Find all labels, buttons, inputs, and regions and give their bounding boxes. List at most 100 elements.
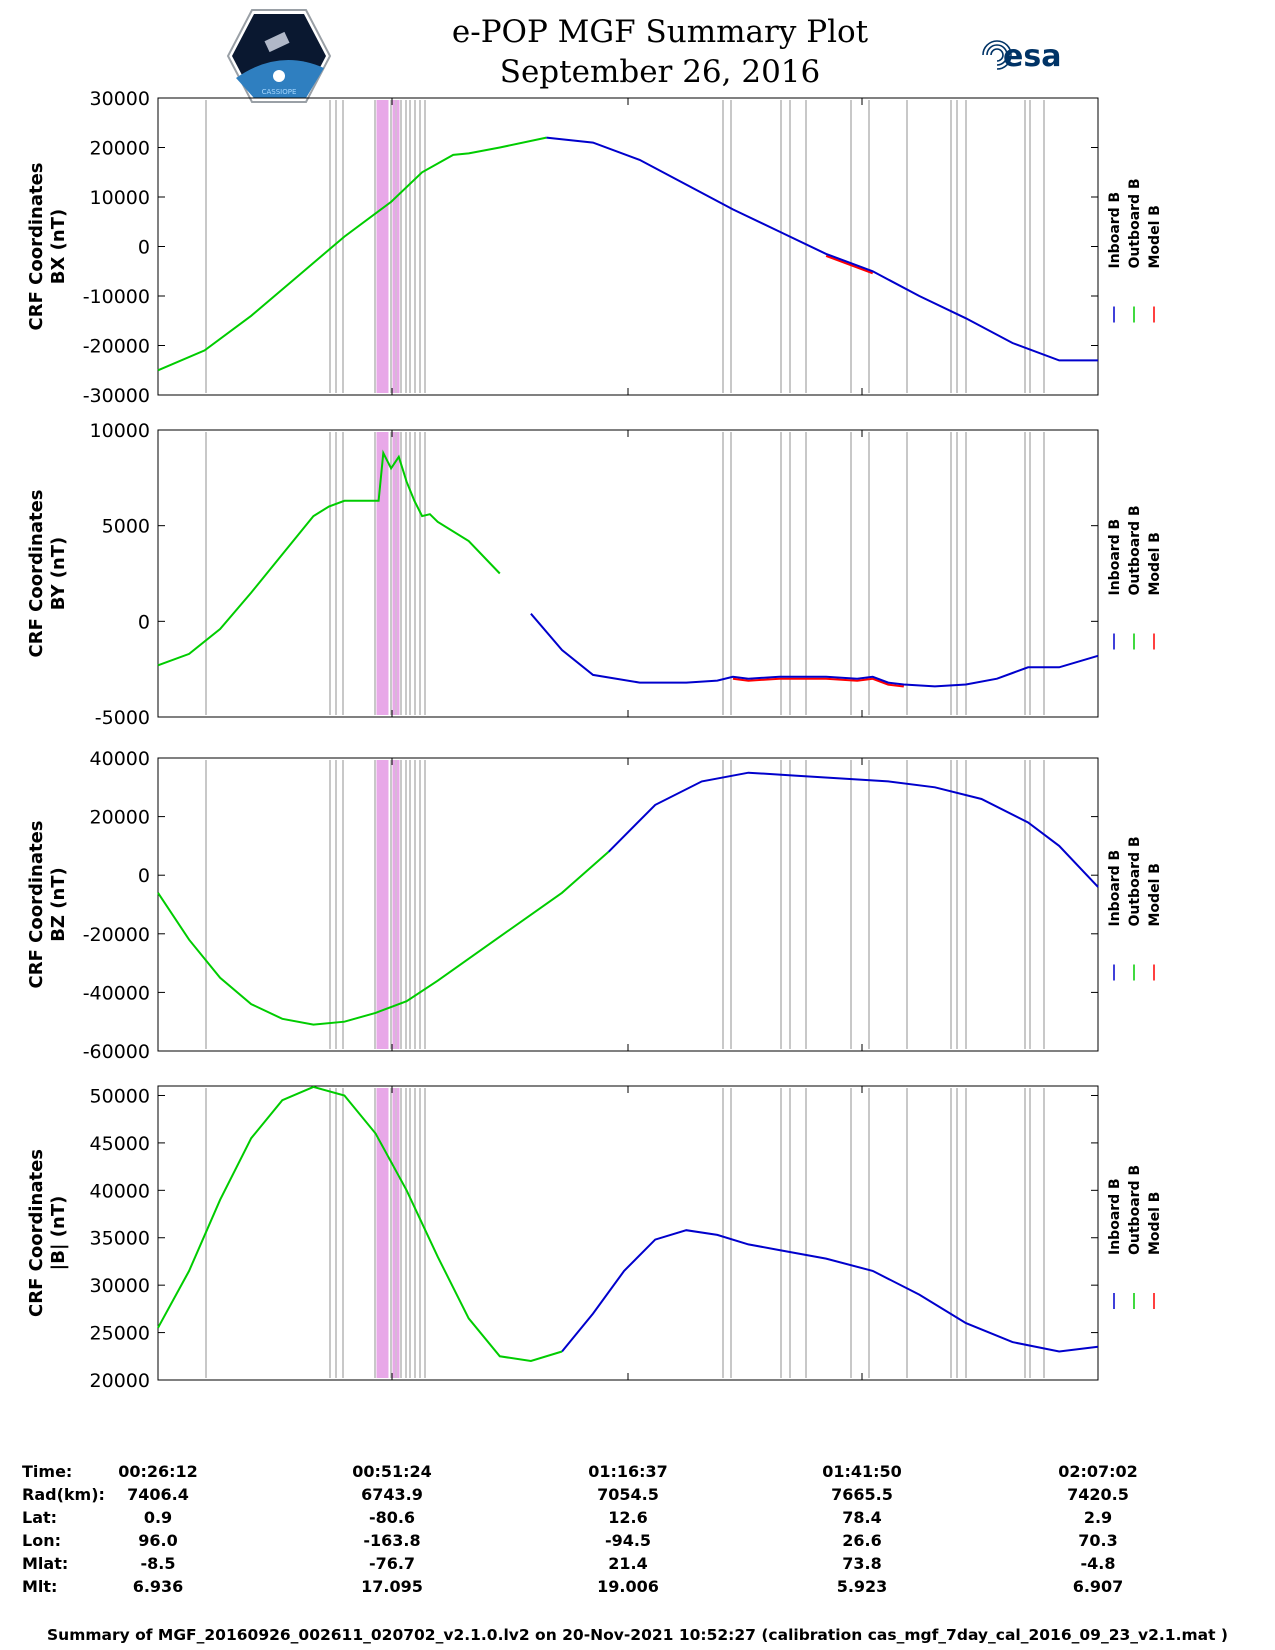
legend-label: Outboard B <box>1127 178 1143 268</box>
y-axis-label-line1: CRF Coordinates <box>26 1149 47 1317</box>
table-cell: 6.907 <box>1072 1577 1124 1596</box>
y-tick-label: 25000 <box>90 1323 150 1345</box>
table-cell: 6743.9 <box>361 1485 423 1504</box>
y-tick-label: 0 <box>138 611 150 633</box>
y-axis-label-line2: BY (nT) <box>48 537 69 611</box>
panel-2: 10000 5000 0 -5000 CRF CoordinatesBY (nT) Inb… <box>26 420 1163 729</box>
table-row-label: Mlt: <box>22 1577 58 1596</box>
table-cell: -94.5 <box>604 1531 652 1550</box>
y-tick-label: 0 <box>138 865 150 887</box>
legend-label: Model B <box>1147 205 1163 268</box>
table-cell: 70.3 <box>1078 1531 1118 1550</box>
table-cell: 00:51:24 <box>352 1462 432 1481</box>
y-axis-label: CRF Coordinates|B| (nT) <box>26 1149 69 1317</box>
table-cell: 7406.4 <box>127 1485 189 1504</box>
y-axis-label: CRF CoordinatesBZ (nT) <box>26 821 69 989</box>
legend: Inboard B Outboard B Model B <box>1107 1165 1163 1309</box>
legend-label: Inboard B <box>1107 519 1123 596</box>
legend-label: Outboard B <box>1127 836 1143 926</box>
title-line1: e-POP MGF Summary Plot <box>451 14 869 50</box>
orbit-info-table: Time: Rad(km): Lat: Lon: Mlat: Mlt: 00:26:12 74… <box>0 1462 1275 1622</box>
y-tick-label: 0 <box>138 237 150 259</box>
footer-caption: Summary of MGF_20160926_002611_020702_v2… <box>47 1626 1228 1644</box>
legend-label: Inboard B <box>1107 192 1123 269</box>
table-cell: 01:16:37 <box>588 1462 668 1481</box>
legend-label: Model B <box>1147 863 1163 926</box>
table-row-label: Lon: <box>22 1531 61 1550</box>
inboard-b-series <box>546 136 1098 362</box>
table-cell: 00:26:12 <box>118 1462 198 1481</box>
legend-label: Outboard B <box>1127 505 1143 595</box>
y-tick-label: 40000 <box>90 748 150 770</box>
y-tick-label: 10000 <box>90 420 150 442</box>
y-tick-label: 20000 <box>90 138 150 160</box>
y-tick-label: -10000 <box>83 286 150 308</box>
table-cell: -8.5 <box>140 1554 176 1573</box>
y-tick-label: -60000 <box>83 1041 150 1063</box>
legend-label: Outboard B <box>1127 1165 1143 1255</box>
table-cell: 7420.5 <box>1067 1485 1129 1504</box>
y-tick-label: 10000 <box>90 187 150 209</box>
legend-label: Model B <box>1147 532 1163 595</box>
legend-label: Model B <box>1147 1192 1163 1255</box>
y-axis-label: CRF CoordinatesBY (nT) <box>26 490 69 658</box>
table-cell: 78.4 <box>842 1508 882 1527</box>
legend: Inboard B Outboard B Model B <box>1107 178 1163 323</box>
table-cell: -76.7 <box>368 1554 416 1573</box>
table-cell: 01:41:50 <box>822 1462 902 1481</box>
y-axis-label-line1: CRF Coordinates <box>26 490 47 658</box>
table-row-label: Rad(km): <box>22 1485 105 1504</box>
table-cell: 7054.5 <box>597 1485 659 1504</box>
y-tick-label: -40000 <box>83 982 150 1004</box>
table-cell: 5.923 <box>836 1577 888 1596</box>
table-row-label: Mlat: <box>22 1554 69 1573</box>
y-axis-label-line1: CRF Coordinates <box>26 821 47 989</box>
table-cell: 2.9 <box>1083 1508 1113 1527</box>
legend: Inboard B Outboard B Model B <box>1107 505 1163 650</box>
outboard-b-series <box>157 136 547 372</box>
table-cell: 17.095 <box>361 1577 423 1596</box>
plot-title: e-POP MGF Summary Plot September 26, 201… <box>340 12 980 92</box>
legend-label: Inboard B <box>1107 850 1123 927</box>
y-tick-label: 30000 <box>90 1275 150 1297</box>
esa-logo-text: esa <box>1003 39 1061 74</box>
cassiope-logo: CASSIOPE <box>226 9 332 103</box>
y-tick-label: 45000 <box>90 1133 150 1155</box>
esa-logo: esa <box>982 39 1061 74</box>
y-tick-label: 30000 <box>90 88 150 110</box>
y-tick-label: -20000 <box>83 924 150 946</box>
y-tick-label: -20000 <box>83 336 150 358</box>
table-row-label: Lat: <box>22 1508 58 1527</box>
y-axis-label-line2: BX (nT) <box>48 209 69 284</box>
panel-4: 50000 45000 40000 35000 30000 25000 20000 CRF C… <box>26 1085 1163 1392</box>
outboard-b-series <box>157 1085 563 1363</box>
y-axis-label-line2: BZ (nT) <box>48 867 69 942</box>
table-cell: 12.6 <box>608 1508 648 1527</box>
table-cell: -80.6 <box>368 1508 416 1527</box>
legend: Inboard B Outboard B Model B <box>1107 836 1163 981</box>
y-axis-label: CRF CoordinatesBX (nT) <box>26 163 69 331</box>
y-tick-label: 35000 <box>90 1228 150 1250</box>
table-cell: 02:07:02 <box>1058 1462 1138 1481</box>
table-cell: 6.936 <box>132 1577 184 1596</box>
inboard-b-series <box>530 613 1099 688</box>
plots-figure: 30000 20000 10000 0 -10000 -20000 -30000 CRF Co… <box>26 88 1163 1392</box>
panel-3: 40000 20000 0 -20000 -40000 -60000 CRF Coordin… <box>26 748 1163 1063</box>
y-tick-label: 50000 <box>90 1085 150 1107</box>
outboard-b-series <box>157 851 610 1026</box>
table-row-label: Time: <box>22 1462 73 1481</box>
table-cell: -4.8 <box>1080 1554 1116 1573</box>
inboard-b-series <box>607 771 1099 888</box>
inboard-b-series <box>561 1229 1099 1353</box>
panel-1: 30000 20000 10000 0 -10000 -20000 -30000 CRF Co… <box>26 88 1163 407</box>
y-tick-label: -30000 <box>83 385 150 407</box>
table-cell: 0.9 <box>143 1508 173 1527</box>
y-tick-label: 5000 <box>102 516 150 538</box>
y-tick-label: -5000 <box>95 707 150 729</box>
model-b-series <box>732 677 904 688</box>
title-line2: September 26, 2016 <box>499 54 821 90</box>
table-cell: 19.006 <box>597 1577 659 1596</box>
outboard-b-series <box>157 449 501 667</box>
table-cell: 21.4 <box>608 1554 648 1573</box>
table-cell: 26.6 <box>842 1531 882 1550</box>
